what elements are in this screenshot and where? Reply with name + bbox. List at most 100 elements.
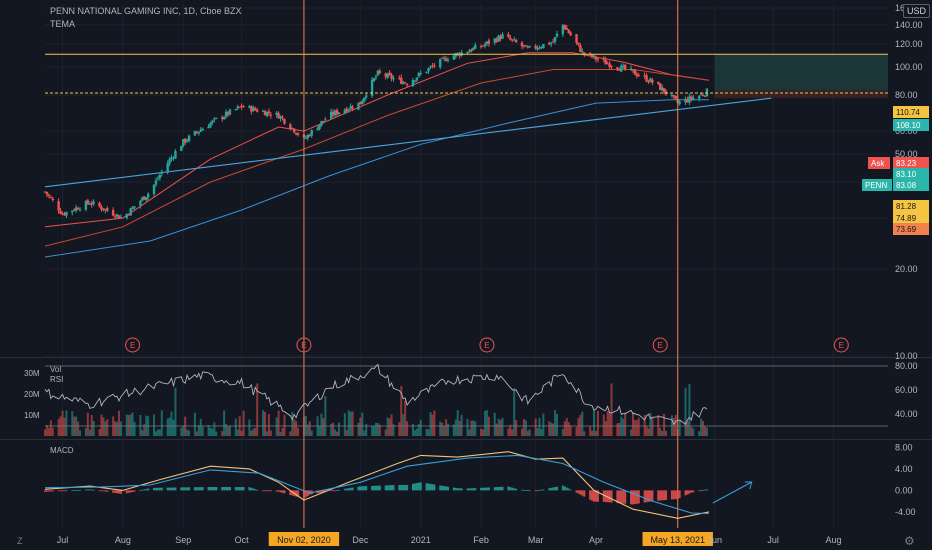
gear-icon[interactable]: ⚙: [904, 534, 915, 548]
candle-body: [306, 134, 310, 139]
macd-histogram-bar: [579, 490, 582, 495]
volume-bar: [357, 422, 360, 436]
candle-body: [376, 70, 380, 76]
price-label-text: 110.74: [896, 108, 920, 117]
volume-bar: [466, 418, 469, 436]
volume-bar: [624, 412, 627, 436]
candle-body: [594, 56, 598, 60]
macd-histogram-bar: [320, 490, 323, 493]
price-label: [893, 168, 929, 180]
candle-body: [678, 101, 681, 104]
x-tick-label: Nov 02, 2020: [277, 535, 331, 545]
macd-histogram-bar: [145, 488, 148, 491]
trendline: [44, 97, 772, 188]
macd-histogram-bar: [411, 483, 414, 491]
macd-histogram-bar: [139, 490, 142, 492]
volume-bar: [596, 410, 599, 436]
candle-body: [343, 109, 347, 114]
macd-histogram-bar: [661, 490, 664, 501]
macd-histogram-bar: [647, 490, 650, 502]
date-marker-bg: [642, 532, 713, 546]
y-tick-label: 80.00: [895, 90, 918, 100]
volume-bar: [454, 419, 457, 436]
volume-bar: [513, 388, 516, 436]
volume-bar: [413, 430, 416, 436]
volume-bar: [343, 413, 346, 436]
macd-histogram-bar: [351, 487, 354, 491]
macd-histogram-bar: [225, 487, 228, 491]
volume-bar: [88, 429, 91, 436]
candle-body: [374, 76, 378, 78]
volume-bar: [705, 427, 708, 436]
volume-bar: [44, 429, 46, 436]
volume-bar: [374, 422, 377, 436]
candle-body: [487, 40, 491, 44]
volume-bar: [153, 414, 156, 436]
candle-body: [248, 105, 251, 108]
candle-body: [84, 201, 88, 210]
volume-bar: [351, 411, 354, 436]
macd-histogram-bar: [373, 485, 376, 491]
price-label-tag-text: Ask: [871, 159, 885, 168]
volume-bar: [606, 410, 609, 436]
macd-histogram-bar: [49, 490, 52, 492]
price-label: [893, 157, 929, 169]
candle-body: [705, 88, 709, 97]
candle-body: [182, 139, 185, 147]
candle-body: [207, 126, 210, 129]
macd-histogram-bar: [458, 488, 461, 491]
moving-average-long: [44, 99, 709, 258]
candle-body: [308, 134, 311, 137]
volume-bar: [684, 387, 687, 436]
candle-body: [561, 24, 565, 35]
candle-body: [390, 74, 393, 79]
candle-body: [672, 95, 676, 97]
candle-body: [213, 118, 216, 120]
macd-histogram-bar: [413, 483, 416, 491]
candle-body: [372, 78, 376, 81]
macd-histogram-bar: [487, 487, 490, 491]
earnings-marker-label: E: [658, 341, 663, 350]
macd-histogram-bar: [256, 489, 259, 491]
candle-body: [119, 216, 123, 218]
volume-bar: [441, 422, 444, 436]
macd-histogram-bar: [154, 487, 157, 491]
macd-histogram-bar: [482, 487, 485, 491]
macd-histogram-bar: [306, 490, 309, 496]
macd-histogram-bar: [45, 490, 48, 492]
candle-body: [320, 121, 323, 126]
candle-body: [522, 45, 526, 47]
macd-histogram-bar: [207, 487, 210, 491]
candle-body: [141, 197, 144, 201]
volume-bar: [63, 417, 66, 436]
candle-body: [240, 105, 243, 108]
macd-histogram-bar: [556, 486, 559, 491]
candle-body: [413, 80, 417, 82]
candle-body: [662, 88, 666, 93]
y-tick-label: 10.00: [895, 351, 918, 361]
price-label-text: 83.10: [896, 170, 917, 179]
volume-bar: [561, 428, 564, 436]
candle-body: [629, 68, 633, 70]
macd-histogram-bar: [304, 490, 307, 498]
timezone-button[interactable]: Z: [17, 536, 23, 546]
candle-body: [479, 46, 483, 48]
candle-body: [88, 203, 91, 205]
candle-body: [660, 87, 664, 91]
macd-histogram-bar: [386, 485, 389, 491]
macd-histogram-bar: [447, 486, 450, 491]
candle-body: [359, 101, 362, 105]
macd-histogram-bar: [686, 490, 689, 495]
currency-badge[interactable]: USD: [903, 4, 931, 18]
macd-histogram-bar: [242, 487, 245, 491]
macd-histogram-bar: [392, 485, 395, 491]
candle-body: [444, 58, 448, 62]
candle-body: [499, 36, 502, 40]
macd-histogram-bar: [234, 487, 237, 491]
candle-body: [349, 105, 352, 110]
macd-histogram-bar: [262, 490, 265, 492]
volume-bar: [703, 426, 706, 436]
candle-body: [497, 35, 500, 42]
candle-body: [222, 116, 226, 120]
